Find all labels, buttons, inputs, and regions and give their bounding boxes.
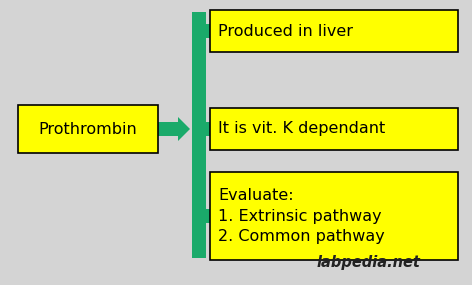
FancyBboxPatch shape <box>210 172 458 260</box>
Text: Produced in liver: Produced in liver <box>218 23 353 38</box>
FancyBboxPatch shape <box>158 122 178 136</box>
FancyBboxPatch shape <box>206 209 210 223</box>
FancyBboxPatch shape <box>206 122 210 136</box>
Text: Evaluate:
1. Extrinsic pathway
2. Common pathway: Evaluate: 1. Extrinsic pathway 2. Common… <box>218 188 385 245</box>
Text: Prothrombin: Prothrombin <box>39 121 137 137</box>
Polygon shape <box>178 117 190 141</box>
FancyBboxPatch shape <box>192 12 206 258</box>
FancyBboxPatch shape <box>206 24 210 38</box>
FancyBboxPatch shape <box>210 10 458 52</box>
FancyBboxPatch shape <box>18 105 158 153</box>
FancyBboxPatch shape <box>210 108 458 150</box>
Text: It is vit. K dependant: It is vit. K dependant <box>218 121 385 137</box>
Text: labpedia.net: labpedia.net <box>316 255 420 270</box>
